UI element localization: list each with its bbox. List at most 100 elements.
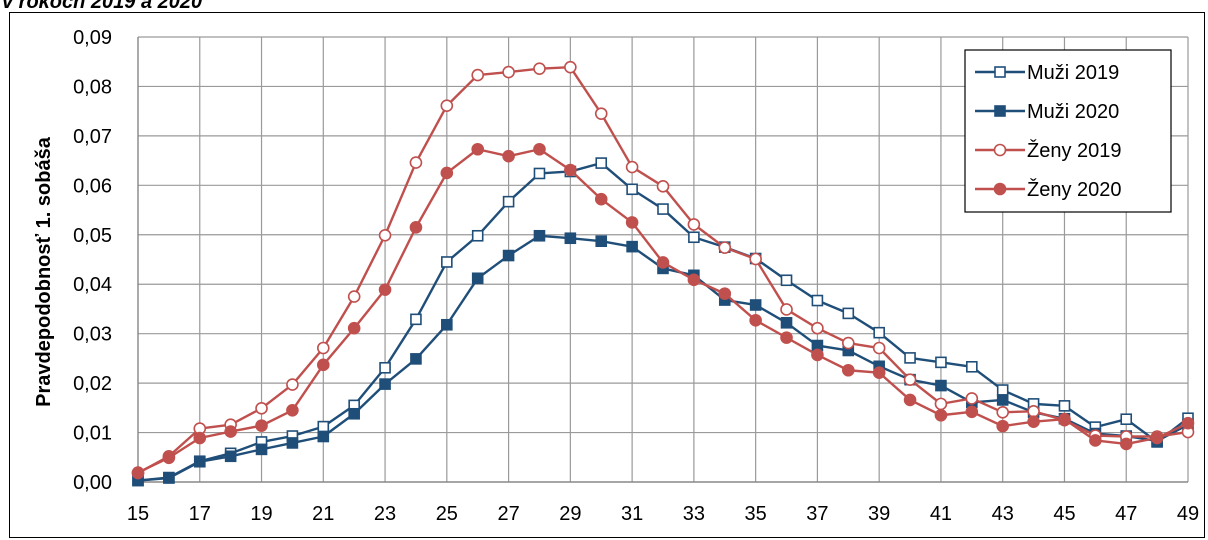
- data-point: [656, 256, 670, 269]
- x-tick-label: 31: [621, 503, 643, 525]
- data-point: [749, 252, 762, 266]
- x-tick-label: 23: [374, 503, 396, 525]
- data-point: [471, 142, 485, 156]
- x-tick-label: 21: [312, 503, 334, 525]
- x-tick-label: 41: [930, 503, 952, 525]
- data-point: [1120, 413, 1133, 426]
- x-axis-ticks: 15 17 19 21 23 25 27 29 31 33 35 37 39 41 43 45 47 49: [127, 503, 1199, 525]
- data-point: [625, 160, 639, 174]
- data-point: [996, 405, 1010, 419]
- data-point: [811, 294, 824, 307]
- data-point: [687, 273, 701, 287]
- data-point: [471, 229, 484, 242]
- data-point: [1089, 434, 1102, 447]
- data-point: [378, 283, 392, 296]
- data-point: [841, 336, 855, 350]
- x-tick-label: 25: [436, 503, 458, 525]
- data-point: [471, 68, 485, 82]
- data-point: [1119, 437, 1133, 451]
- data-point: [811, 321, 824, 335]
- y-tick-label: 0,06: [73, 175, 112, 197]
- data-point: [193, 431, 207, 445]
- legend-item: Muži 2020: [975, 101, 1119, 123]
- y-tick-label: 0,03: [73, 324, 112, 346]
- data-point: [903, 373, 917, 386]
- data-point: [286, 404, 299, 417]
- data-point: [533, 229, 546, 242]
- y-tick-label: 0,07: [73, 126, 112, 148]
- x-tick-label: 37: [806, 503, 828, 525]
- y-tick-label: 0,08: [73, 76, 112, 98]
- legend-label: Muži 2019: [1027, 62, 1119, 84]
- data-point: [594, 107, 608, 120]
- data-point: [224, 425, 237, 438]
- data-point: [502, 149, 515, 163]
- data-point: [379, 378, 391, 390]
- legend-item: Muži 2019: [975, 62, 1119, 84]
- data-point: [379, 361, 391, 374]
- data-point: [317, 420, 330, 433]
- data-point: [718, 241, 732, 254]
- data-point: [749, 314, 762, 327]
- data-point: [533, 62, 546, 75]
- x-tick-label: 17: [189, 503, 211, 525]
- data-point: [657, 203, 669, 215]
- x-tick-label: 15: [127, 503, 149, 525]
- data-point: [780, 274, 793, 287]
- legend-label: Ženy 2020: [1027, 178, 1122, 201]
- data-point: [440, 166, 454, 180]
- y-tick-label: 0,02: [73, 373, 112, 395]
- data-point: [841, 363, 855, 377]
- chart-title: v rokoch 2019 a 2020: [2, 0, 203, 13]
- y-tick-label: 0,01: [73, 423, 112, 445]
- data-point: [903, 393, 917, 407]
- data-point: [780, 331, 793, 344]
- legend-item: Ženy 2019: [975, 139, 1122, 162]
- x-tick-label: 47: [1115, 503, 1137, 525]
- data-point: [564, 163, 577, 177]
- data-point: [533, 167, 546, 180]
- data-point: [502, 249, 515, 262]
- data-point: [378, 228, 392, 242]
- data-point: [564, 60, 577, 74]
- chart-frame: [9, 12, 1205, 538]
- data-point: [409, 156, 423, 169]
- y-tick-label: 0,00: [73, 472, 112, 494]
- data-point: [347, 290, 361, 303]
- series-4: [131, 142, 1195, 479]
- y-tick-label: 0,04: [73, 274, 112, 296]
- data-point: [1058, 412, 1071, 426]
- data-point: [317, 430, 330, 443]
- data-point: [718, 287, 732, 300]
- data-point: [255, 443, 268, 456]
- data-point: [193, 455, 206, 468]
- x-tick-label: 33: [683, 503, 705, 525]
- data-point: [994, 66, 1006, 78]
- data-point: [872, 366, 886, 380]
- data-point: [842, 307, 855, 320]
- y-axis-ticks: 0,00 0,01 0,02 0,03 0,04 0,05 0,06 0,07 0,08 0,09: [73, 27, 112, 494]
- data-point: [934, 397, 948, 411]
- data-point: [410, 353, 422, 365]
- x-tick-label: 35: [745, 503, 767, 525]
- data-point: [780, 316, 793, 329]
- data-point: [965, 405, 979, 419]
- x-tick-label: 43: [992, 503, 1014, 525]
- data-point: [966, 360, 978, 373]
- data-point: [533, 142, 546, 156]
- data-point: [471, 272, 484, 285]
- data-point: [993, 182, 1007, 196]
- data-point: [1150, 431, 1164, 445]
- data-point: [316, 358, 330, 372]
- data-point: [286, 378, 299, 391]
- x-tick-label: 39: [868, 503, 890, 525]
- data-point: [163, 472, 175, 484]
- data-point: [996, 394, 1009, 406]
- data-point: [993, 143, 1007, 157]
- data-point: [564, 232, 577, 245]
- data-point: [316, 341, 330, 355]
- y-tick-label: 0,05: [73, 225, 112, 247]
- data-point: [873, 326, 885, 339]
- data-point: [502, 65, 515, 79]
